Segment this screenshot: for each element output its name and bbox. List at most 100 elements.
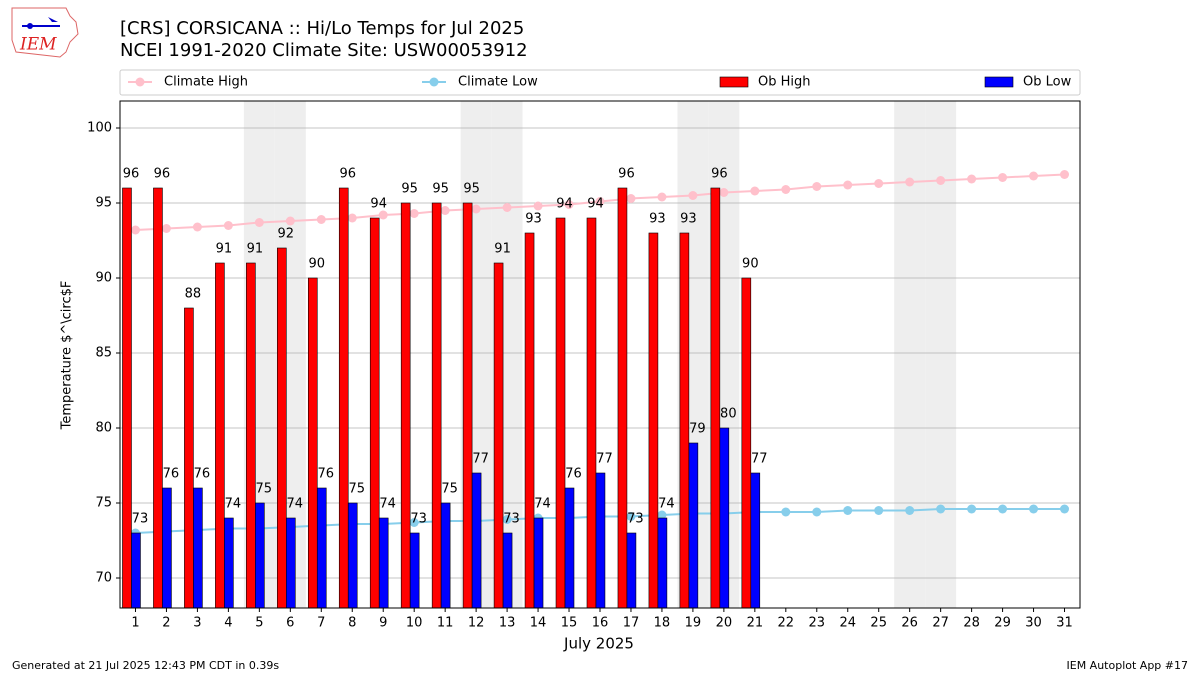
x-tick-label: 17 bbox=[623, 616, 640, 631]
x-tick-label: 20 bbox=[716, 616, 733, 631]
line-marker bbox=[1060, 170, 1070, 179]
line-marker bbox=[812, 507, 822, 517]
bar-value-label: 76 bbox=[194, 467, 211, 482]
line-marker bbox=[316, 215, 326, 224]
chart-title: [CRS] CORSICANA :: Hi/Lo Temps for Jul 2… bbox=[120, 18, 524, 39]
bar bbox=[502, 532, 513, 609]
bar-value-label: 96 bbox=[711, 167, 728, 182]
bar bbox=[378, 517, 389, 609]
line-marker bbox=[564, 200, 574, 209]
bar bbox=[688, 442, 699, 609]
x-tick-label: 10 bbox=[406, 616, 423, 631]
bar bbox=[122, 187, 132, 609]
bar-value-label: 74 bbox=[225, 497, 242, 512]
bar bbox=[657, 517, 668, 609]
bar bbox=[586, 217, 597, 609]
bar-value-label: 73 bbox=[503, 512, 520, 527]
line-marker bbox=[967, 504, 977, 514]
bar-value-label: 91 bbox=[247, 242, 264, 257]
bar-value-label: 77 bbox=[751, 452, 768, 467]
line-marker bbox=[1060, 504, 1070, 514]
bar bbox=[679, 232, 690, 609]
line-marker bbox=[130, 225, 140, 235]
x-tick-label: 8 bbox=[348, 616, 356, 631]
plot-frame bbox=[119, 100, 1081, 609]
line-marker bbox=[378, 210, 388, 220]
x-tick-label: 1 bbox=[131, 616, 139, 631]
line-marker bbox=[843, 180, 853, 190]
line-marker bbox=[471, 204, 481, 214]
bar bbox=[524, 232, 535, 609]
logo: IEM bbox=[11, 7, 79, 58]
line-marker bbox=[998, 173, 1008, 182]
bar bbox=[493, 262, 504, 609]
bar bbox=[215, 262, 225, 609]
legend-swatch bbox=[719, 76, 749, 88]
y-tick-label: 80 bbox=[95, 421, 112, 436]
line-marker bbox=[502, 203, 512, 212]
line-marker bbox=[533, 201, 543, 211]
bar-value-label: 74 bbox=[658, 497, 675, 512]
legend-swatch bbox=[984, 76, 1014, 88]
bar-value-label: 76 bbox=[317, 467, 334, 482]
x-tick-label: 29 bbox=[994, 616, 1011, 631]
bar-value-label: 90 bbox=[742, 257, 759, 272]
line-marker bbox=[657, 510, 667, 520]
line-marker bbox=[998, 504, 1008, 514]
y-tick-label: 70 bbox=[95, 571, 112, 586]
line-marker bbox=[843, 506, 853, 515]
bar-value-label: 73 bbox=[627, 512, 644, 527]
line-marker bbox=[254, 218, 264, 227]
line-marker bbox=[192, 222, 202, 232]
line-marker bbox=[1029, 504, 1039, 514]
bar bbox=[409, 532, 420, 609]
x-tick-label: 6 bbox=[286, 616, 294, 631]
bar bbox=[617, 187, 628, 609]
line-marker bbox=[595, 197, 605, 206]
x-tick-label: 15 bbox=[561, 616, 578, 631]
legend-label: Ob Low bbox=[1023, 75, 1072, 90]
x-tick-label: 31 bbox=[1056, 616, 1073, 631]
bar-value-label: 96 bbox=[123, 167, 140, 182]
line-marker bbox=[285, 216, 295, 226]
bar-value-label: 92 bbox=[278, 227, 295, 242]
line-marker bbox=[719, 188, 729, 197]
bar bbox=[533, 517, 544, 609]
legend-label: Climate Low bbox=[458, 75, 538, 90]
bar-value-label: 73 bbox=[132, 512, 149, 527]
x-tick-label: 24 bbox=[839, 616, 856, 631]
line-marker bbox=[781, 185, 791, 194]
bar bbox=[255, 502, 265, 609]
x-tick-label: 7 bbox=[317, 616, 325, 631]
bar bbox=[277, 247, 287, 609]
line-marker bbox=[502, 515, 512, 524]
bar-value-label: 96 bbox=[339, 167, 356, 182]
bar bbox=[431, 202, 442, 609]
bar-value-label: 91 bbox=[216, 242, 233, 257]
line-marker bbox=[936, 176, 946, 185]
bar-value-label: 76 bbox=[163, 467, 180, 482]
bar bbox=[595, 472, 606, 609]
legend-label: Climate High bbox=[164, 75, 248, 90]
bar bbox=[471, 472, 482, 609]
bar bbox=[184, 307, 194, 609]
bar bbox=[153, 187, 163, 609]
bar-value-label: 93 bbox=[680, 212, 697, 227]
line-marker bbox=[812, 182, 822, 191]
x-tick-label: 11 bbox=[437, 616, 454, 631]
logo-text: IEM bbox=[19, 35, 57, 55]
bar bbox=[440, 502, 451, 609]
bar bbox=[750, 472, 761, 609]
y-tick-label: 85 bbox=[95, 346, 112, 361]
bar-value-label: 93 bbox=[525, 212, 542, 227]
line-marker bbox=[657, 192, 667, 202]
line-marker bbox=[936, 504, 946, 514]
bar bbox=[564, 487, 575, 609]
bar bbox=[246, 262, 256, 609]
bar-value-label: 93 bbox=[649, 212, 666, 227]
bar bbox=[719, 427, 730, 609]
x-tick-label: 28 bbox=[963, 616, 980, 631]
bar-value-label: 74 bbox=[534, 497, 551, 512]
x-tick-label: 25 bbox=[870, 616, 887, 631]
